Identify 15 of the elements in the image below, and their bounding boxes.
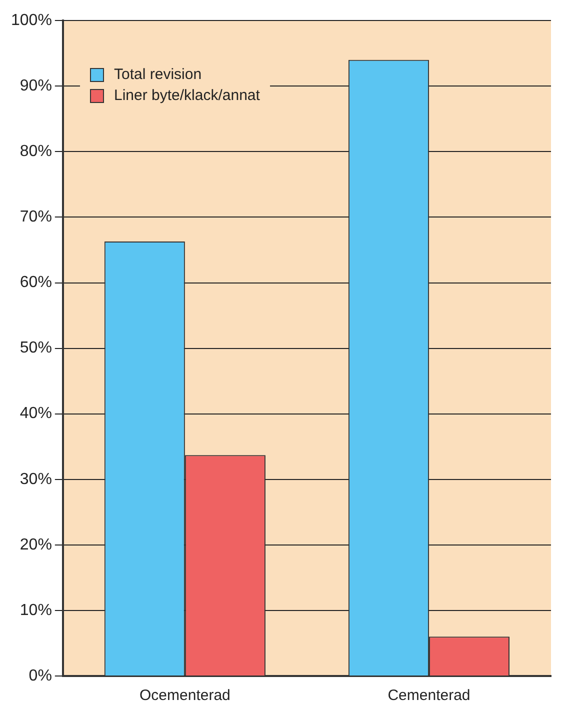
y-tick-label: 30% — [20, 470, 52, 488]
y-tick-label: 50% — [20, 340, 52, 357]
x-tick-label: Ocementerad — [139, 687, 230, 704]
y-tick-label: 20% — [20, 536, 52, 554]
y-tick-label: 100% — [11, 12, 52, 30]
y-tick-label: 90% — [20, 78, 52, 95]
y-tick-label: 0% — [28, 667, 52, 684]
y-tick-label: 70% — [20, 208, 52, 226]
legend-label: Liner byte/klack/annat — [114, 87, 260, 104]
y-tick-label: 60% — [20, 274, 52, 292]
y-tick-label: 40% — [20, 405, 52, 422]
y-tick-label: 10% — [20, 602, 52, 619]
legend-label: Total revision — [114, 66, 202, 83]
y-tick-label: 80% — [20, 143, 52, 160]
x-tick-label: Cementerad — [388, 687, 470, 704]
